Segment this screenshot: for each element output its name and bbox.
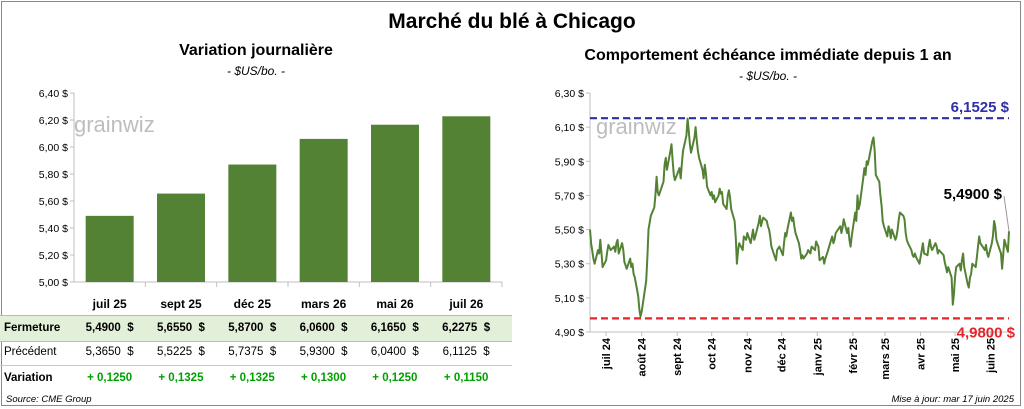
update-note: Mise à jour: mar 17 juin 2025 [891,394,1014,405]
y-tick-label: 5,20 $ [39,250,68,262]
x-tick-label: mai 25 [950,338,962,372]
bar [371,124,419,282]
table-cell: + 0,1250 [87,372,133,384]
table-cell: 6,2275 $ [442,322,491,334]
last-price-leader [1003,195,1010,232]
x-tick-label: avr 25 [916,338,928,370]
table-cell: 5,5225 $ [156,346,205,358]
bar [157,193,205,282]
x-tick-label: juil 25 [92,297,127,311]
table-cell: 5,7375 $ [228,346,277,358]
y-tick-label: 5,40 $ [39,223,68,235]
table-cell: 5,4900 $ [85,322,134,334]
x-tick-label: mars 25 [880,338,892,380]
table-cell: + 0,1300 [301,372,347,384]
bar [228,164,277,282]
bar [85,215,134,282]
x-tick-label: mars 26 [301,297,347,311]
y-tick-label: 5,80 $ [39,169,68,181]
x-tick-label: juin 25 [986,338,998,374]
y-tick-label: 5,70 $ [555,190,584,202]
table-cell: 5,6550 $ [156,322,205,334]
bar-chart: grainwiz 5,00 $ 5,20 $ 5,40 $ 5,60 $ 5,80 $ 6,… [39,88,503,311]
bar [299,138,348,282]
y-tick-label: 5,50 $ [555,225,584,237]
table-cell: + 0,1325 [158,372,204,384]
x-tick-label: juil 26 [448,297,483,311]
x-tick-label: févr 25 [848,338,860,373]
y-tick-label: 5,10 $ [555,293,584,305]
x-tick-label: nov 24 [742,337,754,373]
x-tick-label: janv 25 [812,338,824,376]
table-row-variation: Variation + 0,1250 + 0,1325 + 0,1325 + 0,130… [0,365,512,390]
y-tick-label: 6,10 $ [555,122,584,134]
watermark: grainwiz [74,112,155,137]
x-tick-label: août 24 [637,337,649,376]
y-tick-label: 5,30 $ [555,259,584,271]
y-tick-label: 5,90 $ [555,156,584,168]
table-cell: + 0,1250 [372,372,418,384]
price-line [589,117,1010,318]
table-cell: + 0,1150 [443,372,489,384]
source-note: Source: CME Group [6,394,92,405]
main-title: Marché du blé à Chicago [388,10,636,33]
y-tick-label: 6,30 $ [555,88,584,100]
line-chart-subtitle: - $US/bo. - [738,69,798,83]
table-row-precedent: Précédent 5,3650 $ 5,5225 $ 5,7375 $ 5,9300 … [0,340,512,365]
table-cell: 5,8700 $ [228,322,277,334]
high-label: 6,1525 $ [951,99,1010,116]
table-row-fermeture: Fermeture 5,4900 $ 5,6550 $ 5,8700 $ 6,0600 … [0,315,512,342]
table-cell: 5,3650 $ [85,346,134,358]
line-chart-title: Comportement échéance immédiate depuis 1… [584,47,952,64]
x-tick-label: sept 24 [672,337,684,376]
y-tick-label: 6,00 $ [39,142,68,154]
x-tick-label: déc 25 [234,297,272,311]
bar [442,116,491,282]
x-tick-label: mai 26 [376,297,414,311]
table-cell: 6,0600 $ [299,322,348,334]
y-tick-label: 6,20 $ [39,115,68,127]
y-tick-label: 5,60 $ [39,196,68,208]
x-tick-label: oct 24 [707,337,719,370]
table-cell: 6,1650 $ [370,322,419,334]
table-cell: 6,1125 $ [442,346,490,358]
table-cell: 6,0400 $ [370,346,419,358]
x-tick-label: sept 25 [160,297,202,311]
y-tick-label: 4,90 $ [555,327,584,339]
y-tick-label: 6,40 $ [39,88,68,100]
row-label: Précédent [4,346,57,358]
low-label: 4,9800 $ [957,324,1016,341]
row-label: Variation [4,372,53,384]
table-cell: + 0,1325 [229,372,275,384]
x-tick-label: juil 24 [601,337,613,370]
table-cell: 5,9300 $ [299,346,348,358]
x-tick-label: déc 24 [777,337,789,372]
bar-chart-title: Variation journalière [179,42,333,59]
bar-chart-subtitle: - $US/bo. - [226,64,286,78]
row-label: Fermeture [4,322,61,334]
y-tick-label: 5,00 $ [39,277,68,289]
last-price-label: 5,4900 $ [944,186,1003,203]
